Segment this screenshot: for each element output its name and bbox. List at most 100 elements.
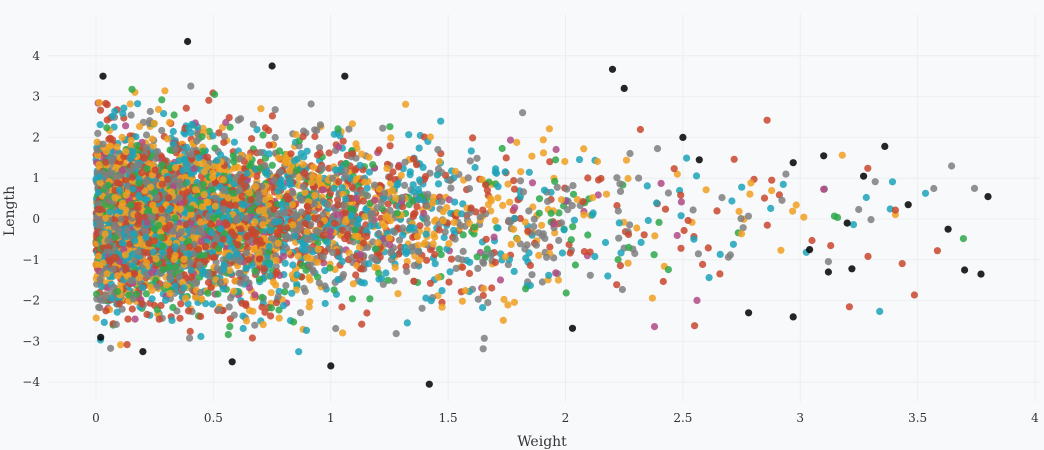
- data-point: [292, 130, 300, 139]
- data-point: [348, 295, 356, 303]
- data-point: [220, 132, 228, 140]
- data-point: [664, 266, 673, 274]
- data-point: [435, 226, 443, 234]
- data-point: [653, 199, 661, 207]
- data-point: [509, 225, 518, 233]
- data-point: [259, 321, 267, 329]
- data-point: [546, 243, 554, 251]
- data-point: [142, 143, 150, 152]
- data-point: [584, 231, 592, 239]
- data-point: [438, 303, 446, 311]
- data-point: [644, 216, 652, 225]
- data-point: [299, 160, 307, 169]
- data-point: [96, 106, 105, 114]
- data-point: [189, 227, 197, 235]
- data-point: [303, 228, 311, 236]
- data-point: [219, 176, 227, 184]
- data-point: [792, 201, 800, 209]
- data-point: [339, 137, 347, 145]
- data-point: [637, 238, 645, 246]
- data-point: [849, 221, 858, 229]
- data-point: [184, 300, 192, 308]
- data-point: [898, 260, 906, 268]
- data-point: [431, 233, 439, 241]
- data-point: [103, 247, 111, 255]
- data-point: [226, 266, 234, 274]
- data-point: [215, 305, 223, 314]
- data-point: [303, 254, 311, 262]
- data-point: [422, 230, 430, 238]
- data-point: [361, 213, 369, 221]
- data-point: [677, 191, 685, 199]
- data-point: [461, 287, 469, 295]
- data-point: [315, 144, 324, 152]
- data-point: [661, 205, 670, 213]
- data-point: [876, 307, 884, 315]
- data-point: [283, 224, 291, 232]
- data-point: [248, 135, 256, 143]
- data-point: [406, 168, 414, 176]
- data-point: [418, 304, 426, 312]
- data-point: [363, 184, 371, 192]
- data-point: [760, 194, 769, 202]
- data-point: [267, 312, 275, 320]
- data-point: [386, 123, 394, 131]
- data-point: [501, 168, 509, 176]
- data-point: [95, 303, 103, 311]
- data-point: [594, 176, 603, 184]
- data-point: [187, 151, 195, 159]
- data-point: [557, 219, 566, 227]
- data-point: [160, 110, 168, 118]
- data-point: [140, 154, 148, 162]
- data-point: [224, 194, 232, 202]
- data-point: [392, 330, 400, 338]
- data-point: [175, 272, 184, 280]
- data-point: [272, 262, 280, 270]
- data-point: [239, 324, 247, 333]
- data-point: [395, 250, 403, 258]
- data-point: [158, 126, 166, 135]
- data-point: [348, 211, 356, 219]
- data-point: [197, 218, 205, 226]
- data-point: [389, 168, 397, 176]
- data-point: [268, 112, 276, 120]
- data-point: [693, 296, 701, 304]
- data-point: [496, 276, 505, 284]
- data-point: [729, 240, 738, 248]
- data-point: [526, 261, 535, 269]
- data-point: [452, 264, 460, 272]
- data-point: [384, 200, 392, 208]
- data-point: [779, 180, 787, 188]
- data-point: [670, 165, 678, 173]
- data-point: [128, 85, 136, 93]
- data-point: [230, 311, 238, 319]
- data-point: [111, 233, 119, 241]
- data-point: [122, 176, 130, 185]
- data-point: [100, 318, 108, 326]
- data-point: [580, 211, 588, 219]
- data-point: [516, 214, 524, 223]
- data-point: [341, 218, 350, 226]
- data-point: [281, 209, 289, 217]
- data-point: [303, 202, 311, 210]
- data-point: [183, 143, 191, 151]
- data-point: [569, 190, 578, 198]
- data-point: [364, 192, 372, 200]
- data-point: [338, 257, 346, 265]
- data-point: [789, 207, 797, 215]
- data-point: [289, 221, 297, 229]
- data-point: [107, 294, 115, 302]
- data-point: [176, 314, 184, 322]
- data-point: [93, 138, 101, 146]
- data-point: [315, 173, 323, 182]
- data-point: [314, 239, 322, 247]
- data-point: [530, 222, 538, 231]
- data-point: [111, 107, 119, 115]
- data-point: [341, 166, 350, 174]
- data-point: [224, 331, 232, 339]
- data-point: [933, 247, 942, 255]
- data-point: [365, 153, 373, 161]
- data-point: [351, 232, 360, 240]
- data-point: [165, 118, 174, 127]
- data-point: [519, 109, 527, 117]
